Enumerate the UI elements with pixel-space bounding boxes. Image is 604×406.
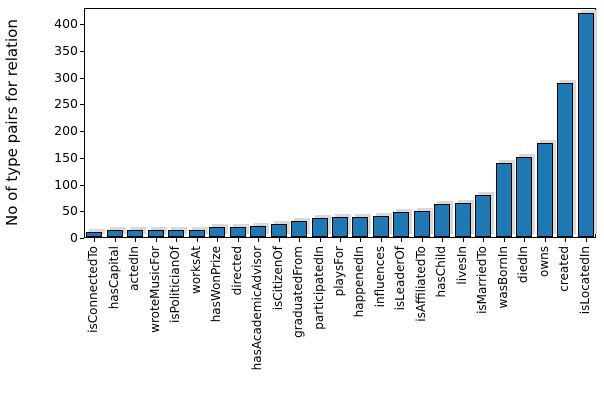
x-tick-label-created: created [557,246,572,292]
bar-happenedIn [352,217,369,237]
y-tick-mark [80,131,84,132]
bar-hasCapital [106,230,123,237]
bar-isLocatedIn [577,13,594,237]
x-tick-label-wasBornIn: wasBornIn [495,246,510,309]
x-tick-label-isMarriedTo: isMarriedTo [475,246,490,314]
y-tick-mark [80,104,84,105]
y-tick-label-200: 200 [54,123,78,139]
x-tick-label-actedIn: actedIn [127,246,142,291]
x-tick-mark [340,238,341,242]
y-tick-mark [80,24,84,25]
x-tick-label-hasCapital: hasCapital [106,246,121,310]
y-tick-label-300: 300 [54,69,78,85]
y-tick-mark [80,51,84,52]
bar-created [557,83,574,237]
x-tick-label-isConnectedTo: isConnectedTo [86,246,101,333]
x-tick-mark [115,238,116,242]
x-tick-label-isPoliticianOf: isPoliticianOf [168,246,183,324]
x-tick-label-isLeaderOf: isLeaderOf [393,246,408,311]
x-tick-mark [320,238,321,242]
y-tick-label-50: 50 [62,203,78,219]
bar-influences [372,216,389,237]
bar-livesIn [454,203,471,237]
x-tick-label-hasChild: hasChild [434,246,449,298]
x-tick-label-owns: owns [536,246,551,278]
bar-graduatedFrom [291,221,308,237]
y-tick-mark [80,185,84,186]
x-tick-mark [463,238,464,242]
bar-worksAt [188,230,205,237]
bar-diedIn [516,157,533,237]
x-tick-mark [279,238,280,242]
bar-isLeaderOf [393,212,410,237]
x-tick-mark [360,238,361,242]
plot-area [84,8,596,238]
x-tick-mark [156,238,157,242]
y-tick-mark [80,238,84,239]
x-tick-label-diedIn: diedIn [516,246,531,284]
bar-isMarriedTo [475,195,492,237]
y-tick-label-350: 350 [54,42,78,58]
x-tick-label-influences: influences [372,246,387,308]
bar-wasBornIn [495,163,512,237]
x-tick-label-graduatedFrom: graduatedFrom [291,246,306,338]
bar-directed [229,227,246,237]
y-tick-mark [80,211,84,212]
y-tick-label-150: 150 [54,149,78,165]
x-tick-mark [565,238,566,242]
bar-playsFor [332,217,348,237]
bar-owns [536,143,553,237]
x-tick-label-wroteMusicFor: wroteMusicFor [147,246,162,333]
x-tick-label-hasAcademicAdvisor: hasAcademicAdvisor [250,246,265,371]
x-tick-label-isAffiliatedTo: isAffiliatedTo [413,246,428,322]
x-tick-label-hasWonPrize: hasWonPrize [209,246,224,323]
x-tick-label-isLocatedIn: isLocatedIn [577,246,592,315]
bar-participatedIn [311,218,328,237]
bar-hasWonPrize [209,227,226,237]
bar-wroteMusicFor [147,230,164,237]
x-tick-mark [258,238,259,242]
x-tick-mark [442,238,443,242]
x-tick-mark [299,238,300,242]
x-tick-mark [381,238,382,242]
bar-actedIn [127,230,144,237]
y-tick-label-100: 100 [54,176,78,192]
x-tick-mark [135,238,136,242]
x-tick-label-playsFor: playsFor [332,246,346,297]
bar-isCitizenOf [270,224,287,237]
x-tick-mark [524,238,525,242]
x-tick-mark [197,238,198,242]
x-tick-label-participatedIn: participatedIn [311,246,326,330]
x-tick-mark [504,238,505,242]
x-tick-label-directed: directed [229,246,244,296]
bar-isPoliticianOf [168,230,185,237]
x-tick-label-happenedIn: happenedIn [352,246,367,318]
x-tick-mark [586,238,587,242]
y-axis-label: No of type pairs for relation [3,19,21,227]
x-tick-mark [422,238,423,242]
y-tick-mark [80,158,84,159]
x-tick-label-worksAt: worksAt [188,246,203,294]
x-tick-mark [176,238,177,242]
y-tick-mark [80,78,84,79]
x-tick-mark [401,238,402,242]
bar-hasChild [434,204,451,237]
y-tick-label-250: 250 [54,96,78,112]
bar-isAffiliatedTo [413,211,430,237]
x-tick-mark [545,238,546,242]
bar-hasAcademicAdvisor [250,226,267,237]
y-tick-label-0: 0 [70,230,78,245]
x-tick-mark [217,238,218,242]
x-tick-label-livesIn: livesIn [454,246,469,285]
x-tick-label-isCitizenOf: isCitizenOf [270,246,285,311]
bar-isConnectedTo [86,232,103,237]
x-tick-mark [483,238,484,242]
x-tick-mark [94,238,95,242]
y-tick-label-400: 400 [54,16,78,32]
x-tick-mark [238,238,239,242]
